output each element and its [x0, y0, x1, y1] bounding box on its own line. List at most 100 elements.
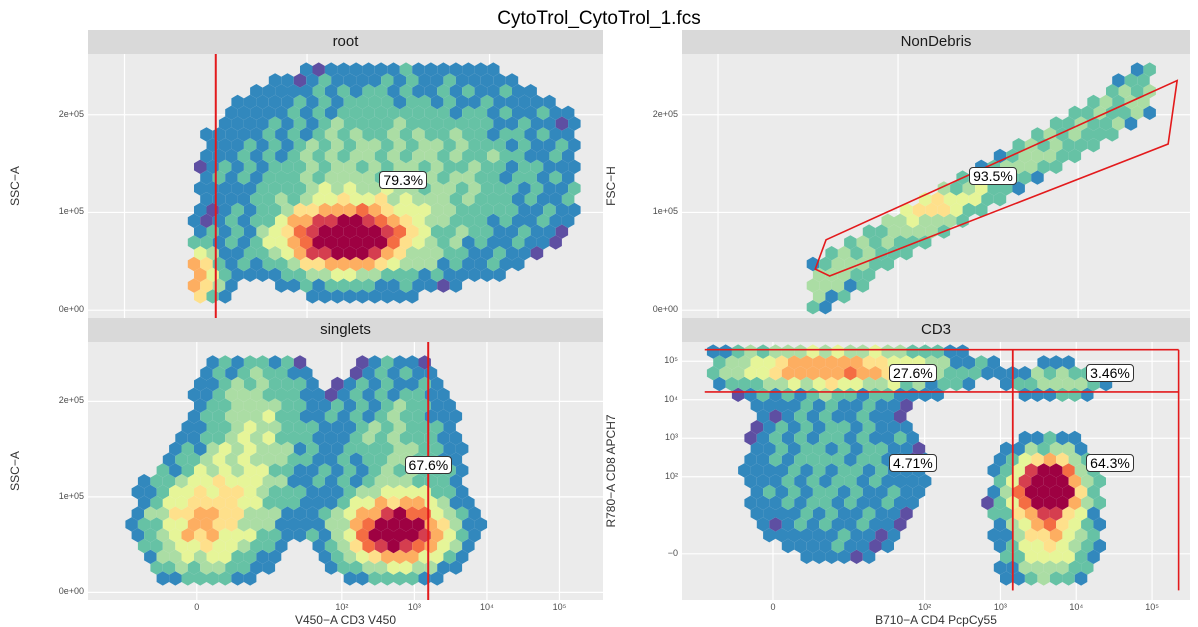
hexbin-cell [337, 409, 350, 424]
hexbin-cell [362, 430, 375, 446]
hexbin-cell [362, 366, 375, 381]
hexbin-cell [493, 138, 506, 153]
hexbin-cell [468, 94, 481, 110]
hexbin-cell [1012, 549, 1025, 564]
hexbin-cell [555, 116, 569, 131]
hexbin-cell [794, 344, 807, 359]
hexbin-cell [287, 170, 300, 185]
hexbin-cell [512, 127, 525, 142]
hexbin-cell [831, 495, 845, 510]
hexbin-cell [769, 430, 782, 446]
hexbin-cell [275, 495, 288, 510]
hexbin-cell [206, 420, 219, 435]
hexbin-cell [237, 256, 251, 272]
hexbin-cell [568, 202, 581, 218]
hexbin-cell [337, 192, 350, 207]
hexbin-cell [318, 116, 332, 131]
hexbin-cell [393, 528, 406, 543]
hexbin-cell [393, 289, 406, 304]
hexbin-cell [900, 246, 913, 261]
hexbin-cell [393, 549, 406, 564]
hexbin-cell [281, 267, 294, 282]
hexbin-cell [331, 463, 344, 478]
hexbin-cell [324, 517, 338, 532]
hexbin-cell [187, 538, 201, 554]
hexbin-cell [1118, 105, 1131, 120]
hexbin-cell [287, 495, 300, 510]
hexbin-cell [887, 420, 901, 435]
hexbin-cell [387, 213, 400, 228]
hexbin-cell [144, 549, 157, 564]
hexbin-cell [218, 571, 232, 586]
hexbin-cell [775, 398, 788, 413]
hexbin-cell [1099, 116, 1113, 131]
hexbin-cell [268, 441, 282, 456]
hexbin-cell [281, 73, 294, 88]
hexbin-cell [719, 366, 732, 381]
hexbin-cell [374, 127, 388, 142]
hexbin-cell [455, 181, 469, 196]
hexbin-cell [1068, 495, 1082, 510]
hexbin-cell [499, 213, 512, 228]
hexbin-cell [430, 441, 444, 456]
hexbin-cell [406, 528, 419, 543]
hexbin-cell [406, 398, 419, 413]
hexbin-cell [1056, 148, 1069, 164]
hexbin-cell [262, 387, 276, 402]
hexbin-cell [256, 549, 269, 564]
hexbin-cell [524, 148, 537, 164]
hexbin-cell [455, 94, 469, 110]
hexbin-cell [324, 192, 338, 207]
hexbin-cell [156, 484, 170, 500]
hexbin-cell [505, 159, 519, 174]
hexbin-cell [819, 256, 832, 272]
hexbin-cell [430, 202, 444, 218]
hexbin-cell [387, 105, 400, 120]
hexbin-cell [763, 463, 776, 478]
hexbin-cell [343, 571, 357, 586]
hexbin-cell [738, 355, 751, 370]
hexbin-cell [237, 213, 251, 228]
hexbin-cell [281, 181, 294, 196]
hexbin-cell [430, 138, 444, 153]
hexbin-cell [194, 181, 207, 196]
hexbin-cell [293, 355, 307, 370]
hexbin-cell [156, 463, 170, 478]
hexbin-cell [906, 344, 919, 359]
hexbin-cell [175, 452, 188, 467]
hexbin-cell [225, 148, 238, 164]
hexbin-cell [300, 192, 313, 207]
hexbin-cell [356, 202, 369, 218]
hexbin-cell [262, 192, 276, 207]
hexbin-cell [455, 506, 469, 521]
hexbin-cell [206, 398, 219, 413]
hexbin-cell [750, 506, 764, 521]
hexbin-cell [206, 528, 219, 543]
hexbin-cell [1124, 116, 1138, 131]
hexbin-cell [381, 528, 394, 543]
hexbin-cell [281, 506, 294, 521]
hexbin-cell [518, 202, 531, 218]
hexbin-cell [943, 366, 957, 381]
hexbin-cell [349, 474, 363, 489]
hexbin-cell [462, 62, 475, 77]
y-tick-label: 2e+05 [58, 395, 84, 406]
hexbin-cell [237, 409, 251, 424]
hexbin-cell [819, 278, 832, 293]
hexbin-cell [337, 387, 350, 402]
hexbin-cell [499, 84, 512, 99]
hexbin-cell [794, 495, 807, 510]
hexbin-cell [480, 159, 494, 174]
hexbin-cell [250, 256, 263, 272]
hexbin-cell [794, 430, 807, 446]
hexbin-cell [306, 138, 319, 153]
hexbin-cell [781, 409, 795, 424]
hexbin-cell [862, 506, 876, 521]
hexbin-cell [243, 420, 257, 435]
hexbin-cell [812, 289, 826, 304]
hexbin-cell [200, 192, 213, 207]
hexbin-cell [1087, 506, 1100, 521]
hexbin-cell [262, 517, 276, 532]
hexbin-cell [175, 474, 188, 489]
hexbin-cell [493, 116, 506, 131]
